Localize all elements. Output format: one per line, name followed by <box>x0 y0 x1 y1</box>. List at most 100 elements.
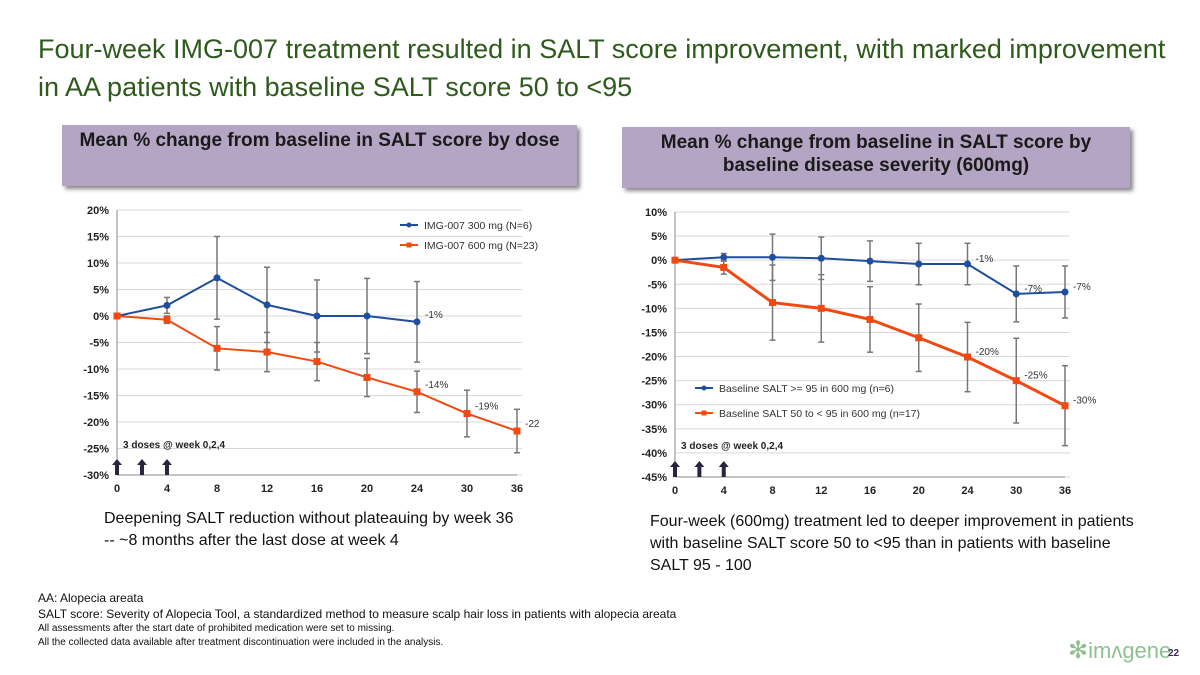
y-tick-label: 5% <box>651 231 667 243</box>
legend-marker <box>701 410 707 416</box>
right-chart-header: Mean % change from baseline in SALT scor… <box>622 127 1130 188</box>
dose-arrow-icon <box>694 461 705 477</box>
data-point <box>163 301 171 309</box>
x-tick-label: 24 <box>411 483 424 495</box>
severity-chart: 10% 5% 0% -5% -10% -15% -20% -25% -30% -35% -40% -4… <box>641 207 1096 497</box>
data-point <box>1012 290 1020 298</box>
legend-marker <box>701 385 707 391</box>
data-label: -1% <box>976 254 994 265</box>
data-point <box>363 373 371 381</box>
legend-marker <box>406 242 412 248</box>
data-point <box>671 256 679 264</box>
data-point <box>313 312 321 320</box>
y-tick-label: 15% <box>87 232 109 244</box>
dose-arrow-icon <box>718 461 729 477</box>
legend-label: Baseline SALT >= 95 in 600 mg (n=6) <box>719 383 894 395</box>
data-point <box>817 304 825 312</box>
y-tick-label: 5% <box>93 285 109 297</box>
data-point <box>866 315 874 323</box>
x-tick-label: 20 <box>913 485 925 497</box>
dose-arrow-icon <box>162 459 172 475</box>
data-label: -7% <box>1024 284 1042 295</box>
y-tick-label: -30% <box>641 400 667 412</box>
footnotes: AA: Alopecia areata SALT score: Severity… <box>38 590 1038 650</box>
data-label: -30% <box>1073 396 1096 407</box>
data-point <box>817 254 825 262</box>
data-point <box>463 410 471 418</box>
left-caption: Deepening SALT reduction without plateau… <box>104 510 514 549</box>
data-point <box>915 260 923 268</box>
dose-arrow-icon <box>670 461 680 477</box>
y-tick-label: -5% <box>89 338 109 350</box>
data-label: -7% <box>1073 282 1091 293</box>
data-label: -1% <box>425 310 443 321</box>
y-tick-label: -10% <box>641 303 667 315</box>
dose-chart: 20% 15% 10% 5% 0% -5% -10% -15% -20% -25% -30% 0 4 8 1… <box>83 205 540 495</box>
data-point <box>513 427 521 435</box>
x-tick-label: 8 <box>769 485 775 497</box>
footnote: All assessments after the start date of … <box>38 623 395 634</box>
legend-marker <box>406 222 412 228</box>
x-tick-label: 8 <box>214 483 220 495</box>
imagene-logo: ✻imʌgene <box>1068 637 1172 664</box>
data-label: -14% <box>425 380 448 391</box>
x-tick-label: 12 <box>261 483 273 495</box>
data-point <box>113 312 121 320</box>
x-tick-label: 4 <box>721 485 728 497</box>
x-tick-label: 30 <box>1010 485 1022 497</box>
x-tick-label: 30 <box>461 483 473 495</box>
y-tick-label: -25% <box>83 444 109 456</box>
data-point <box>769 299 776 307</box>
y-tick-label: 0% <box>651 255 667 267</box>
x-tick-label: 24 <box>961 485 974 497</box>
data-point <box>313 358 321 366</box>
footnote: All the collected data available after t… <box>38 637 444 648</box>
right-caption: Four-week (600mg) treatment led to deepe… <box>650 513 1134 574</box>
dose-arrow-icon <box>112 459 122 475</box>
y-tick-label: 20% <box>87 205 109 217</box>
data-point <box>915 334 923 342</box>
data-label: -25% <box>1024 371 1047 382</box>
y-tick-label: -5% <box>647 279 667 291</box>
x-tick-label: 16 <box>311 483 323 495</box>
data-point <box>769 253 776 261</box>
y-tick-label: -10% <box>83 364 109 376</box>
data-point <box>1061 288 1069 296</box>
page-number: 22 <box>1168 648 1180 659</box>
data-point <box>263 348 271 356</box>
data-point <box>163 316 171 324</box>
dose-arrow-icon <box>137 459 147 475</box>
x-tick-label: 20 <box>361 483 373 495</box>
slide-title: Four-week IMG-007 treatment resulted in … <box>38 34 1166 102</box>
data-point <box>1012 377 1020 385</box>
x-tick-label: 4 <box>164 483 171 495</box>
data-point <box>720 263 728 271</box>
y-tick-label: -35% <box>641 424 667 436</box>
y-tick-label: -40% <box>641 448 667 460</box>
data-point <box>413 388 421 396</box>
legend-label: IMG-007 600 mg (N=23) <box>424 240 538 252</box>
data-point <box>263 301 271 309</box>
legend-label: Baseline SALT 50 to < 95 in 600 mg (n=17… <box>719 408 920 420</box>
data-label: -19% <box>475 402 498 413</box>
data-point <box>213 274 221 282</box>
data-point <box>720 253 728 261</box>
dose-annotation: 3 doses @ week 0,2,4 <box>123 440 225 451</box>
left-chart-header: Mean % change from baseline in SALT scor… <box>62 125 577 186</box>
footnote: AA: Alopecia areata <box>38 591 144 605</box>
y-tick-label: 10% <box>645 207 667 219</box>
y-tick-label: 0% <box>93 311 109 323</box>
dose-annotation: 3 doses @ week 0,2,4 <box>681 441 783 452</box>
y-tick-label: 10% <box>87 258 109 270</box>
data-point <box>213 344 221 352</box>
data-point <box>363 312 371 320</box>
y-tick-label: -20% <box>641 352 667 364</box>
y-tick-label: -15% <box>83 391 109 403</box>
x-tick-label: 16 <box>864 485 876 497</box>
y-tick-label: -15% <box>641 327 667 339</box>
data-point <box>413 318 421 326</box>
y-tick-label: -25% <box>641 376 667 388</box>
data-label: -22% <box>525 419 540 430</box>
x-tick-label: 0 <box>672 485 678 497</box>
data-point <box>1061 402 1069 410</box>
